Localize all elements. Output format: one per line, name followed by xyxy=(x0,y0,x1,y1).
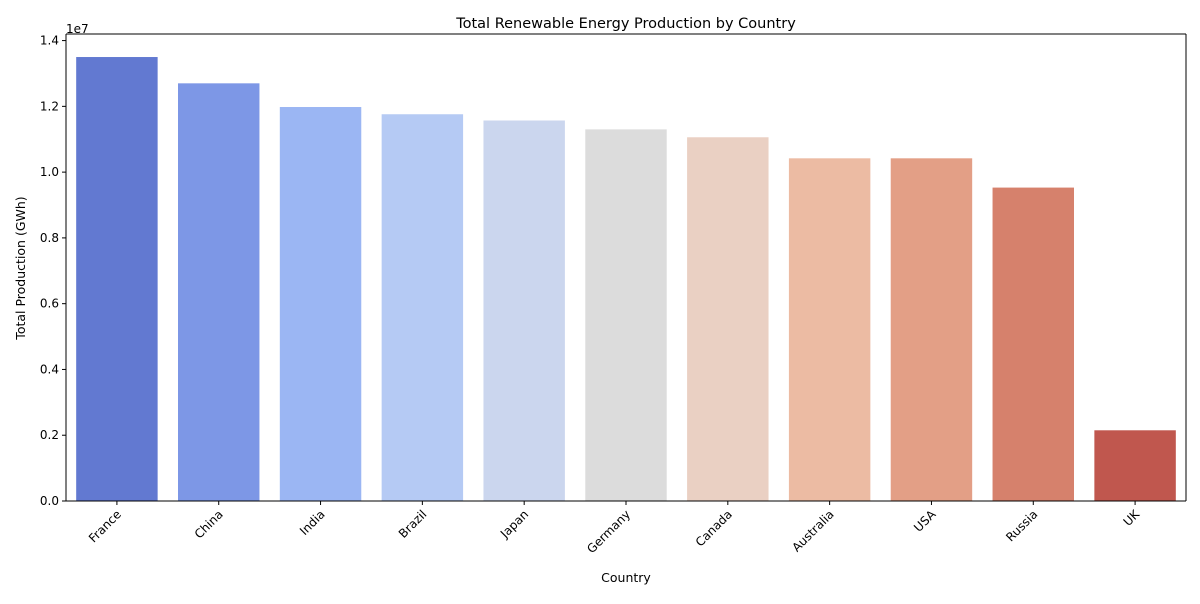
bar-germany xyxy=(585,129,667,502)
bar-uk xyxy=(1094,430,1176,501)
y-tick-label: 0.8 xyxy=(40,231,59,245)
bars-layer xyxy=(76,57,1176,502)
bar-australia xyxy=(788,158,871,501)
x-tick-label: Russia xyxy=(1003,507,1040,544)
bar-china xyxy=(178,83,260,501)
x-tick-label: Brazil xyxy=(396,507,430,541)
x-ticks: France China India Brazil Japan Germany Canada… xyxy=(86,501,1143,556)
x-tick-label: Japan xyxy=(497,507,531,541)
y-tick-label: 1.2 xyxy=(40,99,59,113)
y-tick-label: 0.0 xyxy=(40,494,59,508)
x-tick-label: Australia xyxy=(789,507,836,554)
bar-france xyxy=(76,57,158,502)
x-axis-label: Country xyxy=(601,570,651,585)
bar-russia xyxy=(992,187,1074,501)
x-tick-label: France xyxy=(86,507,124,545)
x-tick-label: China xyxy=(192,507,226,541)
bar-brazil xyxy=(381,114,464,502)
y-tick-label: 1.4 xyxy=(40,34,59,48)
x-tick-label: Germany xyxy=(584,507,633,556)
bar-india xyxy=(279,107,362,501)
x-tick-label: UK xyxy=(1121,506,1143,528)
x-tick-label: USA xyxy=(911,507,939,535)
x-tick-label: Canada xyxy=(693,507,735,549)
y-tick-label: 1.0 xyxy=(40,165,59,179)
bar-canada xyxy=(687,137,769,502)
bar-usa xyxy=(890,158,973,501)
y-tick-label: 0.6 xyxy=(40,297,59,311)
chart-title: Total Renewable Energy Production by Cou… xyxy=(455,16,796,32)
x-tick-label: India xyxy=(297,507,328,538)
y-ticks: 0.0 0.2 0.4 0.6 0.8 1.0 1.2 1.4 xyxy=(40,34,66,508)
y-axis-scale-label: 1e7 xyxy=(66,22,89,36)
y-axis-label: Total Production (GWh) xyxy=(13,196,28,340)
y-tick-label: 0.2 xyxy=(40,428,59,442)
y-tick-label: 0.4 xyxy=(40,362,59,376)
bar-japan xyxy=(483,120,565,502)
